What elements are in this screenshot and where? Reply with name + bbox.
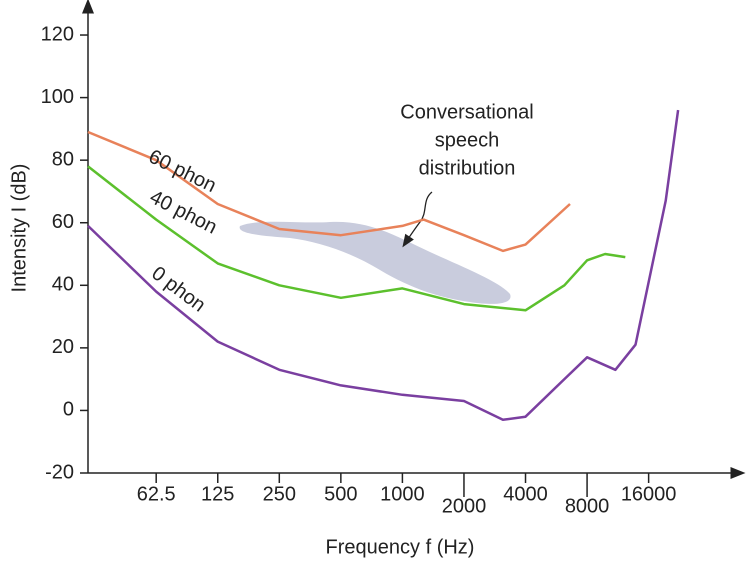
x-tick-label: 8000 [565, 495, 610, 517]
y-tick-label: 0 [63, 399, 74, 421]
annotation-line: distribution [419, 157, 516, 179]
x-tick-label: 250 [263, 483, 296, 505]
x-tick-label: 2000 [442, 495, 487, 517]
series-line [87, 165, 626, 312]
x-tick-label: 4000 [503, 483, 548, 505]
y-tick-label: 40 [52, 274, 74, 296]
series-line [87, 109, 680, 422]
y-tick-label: 20 [52, 336, 74, 358]
speech-region [239, 221, 511, 304]
y-tick-label: -20 [45, 461, 74, 483]
y-tick-label: 120 [41, 23, 74, 45]
annotation-line: Conversational [400, 101, 533, 123]
x-tick-label: 500 [324, 483, 357, 505]
annotation-line: speech [435, 129, 500, 151]
series-line [87, 130, 571, 253]
annotation-arrow [402, 191, 433, 248]
y-axis-label: Intensity I (dB) [8, 164, 30, 293]
y-tick-label: 80 [52, 148, 74, 170]
y-tick-label: 100 [41, 86, 74, 108]
x-tick-label: 62.5 [137, 483, 176, 505]
x-tick-label: 1000 [380, 483, 425, 505]
x-tick-label: 16000 [621, 483, 677, 505]
x-tick-label: 125 [201, 483, 234, 505]
y-tick-label: 60 [52, 211, 74, 233]
x-axis-label: Frequency f (Hz) [326, 536, 475, 558]
